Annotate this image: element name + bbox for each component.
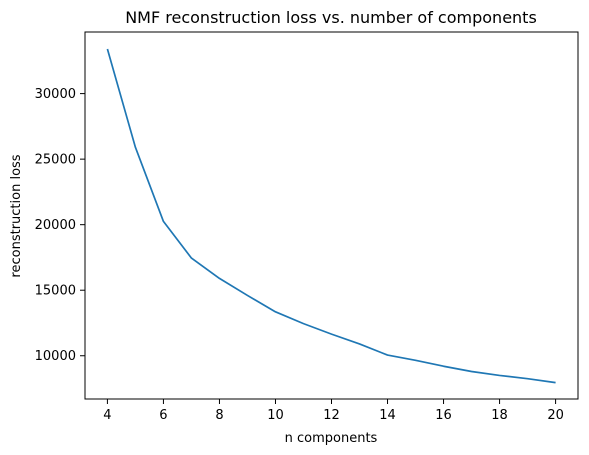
x-tick-label: 10 — [267, 408, 284, 423]
y-axis-ticks: 10000 15000 20000 25000 30000 — [35, 87, 85, 364]
x-tick-label: 12 — [323, 408, 340, 423]
x-axis-label: n components — [285, 431, 378, 446]
x-tick-label: 20 — [547, 408, 564, 423]
series-line-0 — [106, 48, 556, 384]
y-tick-label: 30000 — [35, 87, 76, 102]
y-tick-label: 25000 — [35, 153, 76, 168]
x-axis-ticks: 4 6 8 10 12 14 16 18 20 — [103, 399, 564, 423]
x-tick-label: 6 — [159, 408, 167, 423]
y-tick-label: 10000 — [35, 349, 76, 364]
x-tick-label: 4 — [103, 408, 111, 423]
x-tick-label: 8 — [215, 408, 223, 423]
y-axis-label: reconstruction loss — [9, 154, 24, 277]
x-tick-label: 18 — [491, 408, 508, 423]
x-tick-label: 16 — [435, 408, 452, 423]
x-tick-label: 14 — [379, 408, 396, 423]
plot-frame — [84, 31, 579, 400]
chart-title: NMF reconstruction loss vs. number of co… — [125, 8, 537, 27]
plot-area — [106, 48, 556, 384]
y-tick-label: 15000 — [35, 284, 76, 299]
y-tick-label: 20000 — [35, 218, 76, 233]
